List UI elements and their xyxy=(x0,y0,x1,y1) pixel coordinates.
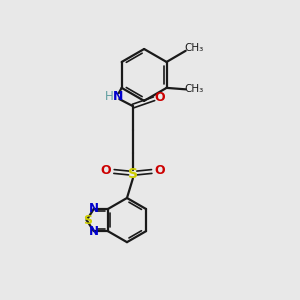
Text: S: S xyxy=(128,167,138,182)
Text: O: O xyxy=(154,91,165,104)
Text: O: O xyxy=(154,164,165,177)
Text: H: H xyxy=(105,90,114,103)
Text: N: N xyxy=(113,90,123,103)
Text: CH₃: CH₃ xyxy=(184,44,204,53)
Text: N: N xyxy=(89,202,99,215)
Text: CH₃: CH₃ xyxy=(184,84,204,94)
Text: O: O xyxy=(100,164,111,177)
Text: S: S xyxy=(84,214,93,226)
Text: N: N xyxy=(89,225,99,238)
